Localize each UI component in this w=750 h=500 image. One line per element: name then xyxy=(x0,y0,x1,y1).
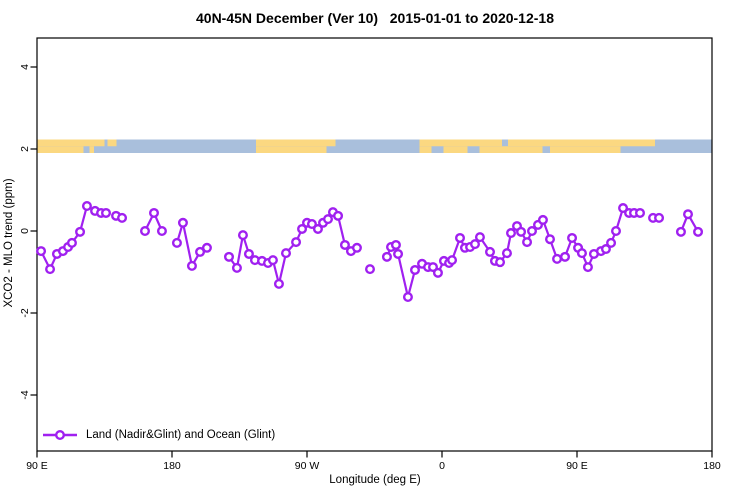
data-point-marker xyxy=(522,237,533,248)
data-point-marker xyxy=(195,246,206,257)
data-point-marker xyxy=(485,246,496,257)
y-tick-label: 0 xyxy=(19,228,31,234)
data-point-marker xyxy=(171,237,182,248)
data-point-marker xyxy=(545,234,556,245)
data-point-marker xyxy=(537,214,548,225)
x-axis-label: Longitude (deg E) xyxy=(329,474,421,486)
y-axis-label: XCO2 - MLO trend (ppm) xyxy=(3,178,15,308)
band-land-segment xyxy=(256,146,327,153)
x-tick-label: 90 E xyxy=(566,460,588,472)
data-point-marker xyxy=(576,248,587,259)
band-land-segment xyxy=(479,146,543,153)
data-point-marker xyxy=(600,244,611,255)
y-tick-label: -4 xyxy=(19,390,31,399)
data-point-marker xyxy=(223,251,234,262)
data-point-marker xyxy=(527,225,538,236)
data-point-marker xyxy=(66,237,77,248)
data-point-marker xyxy=(495,257,506,268)
data-point-marker xyxy=(36,246,47,257)
band-land-segment xyxy=(256,139,336,147)
data-point-marker xyxy=(201,242,212,253)
y-tick-label: 2 xyxy=(19,146,31,152)
plot-border xyxy=(36,37,713,452)
band-land-segment xyxy=(419,139,502,147)
x-tick-label: 90 E xyxy=(26,460,48,472)
data-point-marker xyxy=(333,210,344,221)
data-point-marker xyxy=(291,237,302,248)
data-point-marker xyxy=(582,262,593,273)
x-tick-label: 180 xyxy=(163,460,181,472)
data-point-marker xyxy=(654,212,665,223)
data-point-marker xyxy=(516,226,527,237)
legend-series-marker-icon xyxy=(43,430,77,440)
x-tick-label: 0 xyxy=(439,460,445,472)
data-point-marker xyxy=(470,239,481,250)
data-point-marker xyxy=(618,203,629,214)
data-point-marker xyxy=(177,217,188,228)
data-point-marker xyxy=(81,200,92,211)
data-point-marker xyxy=(297,223,308,234)
data-point-marker xyxy=(100,207,111,218)
band-land-segment xyxy=(37,139,105,147)
data-point-marker xyxy=(365,264,376,275)
y-tick-label: -2 xyxy=(19,308,31,317)
data-point-marker xyxy=(231,262,242,273)
data-point-marker xyxy=(281,248,292,259)
data-point-marker xyxy=(474,232,485,243)
data-point-marker xyxy=(306,219,317,230)
legend-label: Land (Nadir&Glint) and Ocean (Glint) xyxy=(86,429,276,441)
data-point-marker xyxy=(243,248,254,259)
data-point-marker xyxy=(351,242,362,253)
band-land-segment xyxy=(550,146,621,153)
data-point-marker xyxy=(237,230,248,241)
data-point-marker xyxy=(432,267,443,278)
data-point-marker xyxy=(635,207,646,218)
data-point-marker xyxy=(552,253,563,264)
legend: Land (Nadir&Glint) and Ocean (Glint) xyxy=(42,429,275,441)
band-land-segment xyxy=(89,146,94,153)
data-point-marker xyxy=(156,225,167,236)
y-tick-label: 4 xyxy=(19,64,31,70)
data-point-marker xyxy=(117,212,128,223)
data-point-marker xyxy=(339,239,350,250)
data-point-marker xyxy=(410,264,421,275)
data-point-marker xyxy=(148,207,159,218)
data-point-marker xyxy=(693,226,704,237)
band-land-segment xyxy=(508,139,655,147)
data-point-marker xyxy=(186,260,197,271)
data-point-marker xyxy=(312,223,323,234)
data-point-marker xyxy=(683,209,694,220)
data-point-marker xyxy=(75,226,86,237)
x-tick-label: 90 W xyxy=(295,460,320,472)
series-line-segment xyxy=(227,211,359,285)
band-land-segment xyxy=(37,146,84,153)
data-point-marker xyxy=(402,292,413,303)
data-point-marker xyxy=(675,226,686,237)
data-point-marker xyxy=(567,232,578,243)
data-point-marker xyxy=(447,255,458,266)
data-point-marker xyxy=(45,264,56,275)
x-tick-label: 180 xyxy=(703,460,721,472)
data-point-marker xyxy=(501,248,512,259)
data-point-marker xyxy=(393,248,404,259)
data-point-marker xyxy=(506,228,517,239)
data-point-marker xyxy=(323,214,334,225)
data-point-marker xyxy=(606,237,617,248)
data-point-marker xyxy=(273,278,284,289)
data-point-marker xyxy=(611,225,622,236)
data-point-marker xyxy=(390,239,401,250)
chart-title: 40N-45N December (Ver 10) 2015-01-01 to … xyxy=(196,10,554,26)
data-point-marker xyxy=(455,232,466,243)
band-land-segment xyxy=(443,146,468,153)
data-point-marker xyxy=(267,255,278,266)
band-land-segment xyxy=(419,146,432,153)
data-point-marker xyxy=(560,251,571,262)
band-land-segment xyxy=(107,139,117,147)
data-point-marker xyxy=(381,251,392,262)
data-point-marker xyxy=(139,225,150,236)
